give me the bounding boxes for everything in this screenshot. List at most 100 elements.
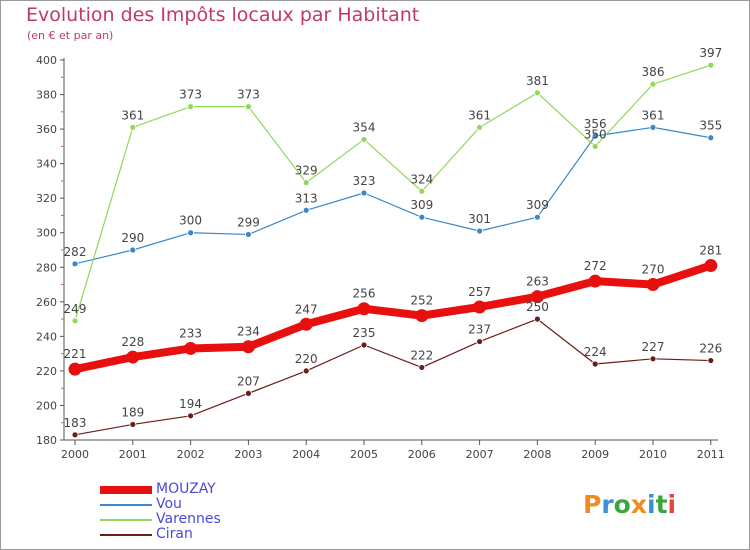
data-label-ciran: 207 xyxy=(237,374,260,388)
x-tick-label: 2011 xyxy=(697,448,725,461)
logo-letter: r xyxy=(601,490,614,519)
data-point-mouzay xyxy=(68,362,82,376)
data-point-mouzay xyxy=(704,259,718,273)
data-label-mouzay: 263 xyxy=(526,275,549,289)
data-label-mouzay: 252 xyxy=(410,294,433,308)
legend-swatch xyxy=(100,534,152,536)
data-label-ciran: 237 xyxy=(468,323,491,337)
data-point-vou xyxy=(71,260,79,268)
data-label-mouzay: 257 xyxy=(468,285,491,299)
data-label-mouzay: 233 xyxy=(179,326,202,340)
chart-subtitle: (en € et par an) xyxy=(27,29,114,42)
data-point-vou xyxy=(418,213,426,221)
data-point-vou xyxy=(187,229,195,237)
data-point-vou xyxy=(476,227,484,235)
data-point-vou xyxy=(534,213,541,221)
data-point-vou xyxy=(707,134,715,142)
legend-swatch xyxy=(100,486,152,494)
data-point-mouzay xyxy=(299,317,313,331)
legend: MOUZAY Vou Varennes Ciran xyxy=(100,481,260,543)
data-label-vou: 356 xyxy=(584,117,607,131)
data-label-vou: 309 xyxy=(410,198,433,212)
x-tick-label: 2008 xyxy=(523,448,551,461)
data-label-mouzay: 228 xyxy=(121,335,144,349)
data-point-varennes xyxy=(302,179,310,187)
data-point-mouzay xyxy=(357,302,371,316)
data-label-ciran: 250 xyxy=(526,300,549,314)
data-point-ciran xyxy=(534,315,541,323)
x-tick-label: 2001 xyxy=(119,448,147,461)
data-point-ciran xyxy=(707,357,715,364)
data-point-vou xyxy=(591,132,599,140)
data-label-varennes: 329 xyxy=(295,164,318,178)
legend-item-varennes: Varennes xyxy=(100,511,260,528)
data-label-varennes: 361 xyxy=(468,108,491,122)
data-point-varennes xyxy=(649,80,657,88)
data-label-mouzay: 256 xyxy=(353,287,376,301)
legend-label: Varennes xyxy=(156,511,221,527)
y-tick-label: 280 xyxy=(36,261,57,274)
data-label-varennes: 324 xyxy=(410,172,433,186)
data-label-vou: 299 xyxy=(237,215,260,229)
data-label-ciran: 222 xyxy=(410,348,433,362)
data-point-mouzay xyxy=(473,300,487,314)
chart-title: Evolution des Impôts locaux par Habitant xyxy=(26,4,420,26)
data-point-vou xyxy=(129,246,137,254)
legend-swatch xyxy=(100,504,152,506)
logo-letter: o xyxy=(613,490,631,519)
data-point-ciran xyxy=(187,412,195,420)
x-tick-label: 2000 xyxy=(61,448,89,461)
data-point-mouzay xyxy=(588,274,602,288)
data-label-vou: 309 xyxy=(526,198,549,212)
data-label-mouzay: 247 xyxy=(295,302,318,316)
y-tick-label: 360 xyxy=(36,123,57,136)
logo-letter: i xyxy=(647,490,656,519)
series-line-vou xyxy=(74,126,712,265)
y-tick-label: 320 xyxy=(36,192,57,205)
data-label-varennes: 361 xyxy=(121,108,144,122)
data-point-ciran xyxy=(591,360,599,368)
logo-letter: P xyxy=(583,490,602,519)
data-point-varennes xyxy=(418,187,426,195)
data-label-vou: 290 xyxy=(121,231,144,245)
series-line-ciran xyxy=(74,318,712,436)
data-label-mouzay: 270 xyxy=(642,263,665,277)
data-point-ciran xyxy=(244,389,252,397)
data-label-varennes: 386 xyxy=(642,65,665,79)
y-tick-label: 260 xyxy=(36,296,57,309)
data-label-mouzay: 281 xyxy=(699,244,722,258)
data-label-ciran: 220 xyxy=(295,352,318,366)
data-label-ciran: 194 xyxy=(179,397,202,411)
y-tick-label: 180 xyxy=(36,434,57,447)
legend-label: Ciran xyxy=(156,526,193,542)
data-point-ciran xyxy=(476,338,484,345)
data-label-varennes: 249 xyxy=(64,302,87,316)
data-point-varennes xyxy=(71,317,79,325)
data-point-mouzay xyxy=(646,278,660,292)
data-point-mouzay xyxy=(184,341,198,355)
data-point-ciran xyxy=(129,421,137,428)
data-label-vou: 361 xyxy=(642,108,665,122)
data-point-ciran xyxy=(418,364,426,371)
data-point-varennes xyxy=(244,103,252,111)
data-label-ciran: 189 xyxy=(121,405,144,419)
y-tick-label: 240 xyxy=(36,330,57,343)
data-label-vou: 282 xyxy=(64,245,87,259)
x-tick-label: 2002 xyxy=(177,448,205,461)
data-label-vou: 300 xyxy=(179,214,202,228)
data-label-varennes: 397 xyxy=(699,46,722,60)
x-tick-label: 2010 xyxy=(639,448,667,461)
legend-swatch xyxy=(100,519,152,521)
series-line-mouzay xyxy=(71,261,715,374)
proxiti-logo: Proxiti xyxy=(583,490,676,519)
data-label-mouzay: 272 xyxy=(584,259,607,273)
data-point-ciran xyxy=(649,355,657,363)
x-tick-label: 2006 xyxy=(408,448,436,461)
x-tick-label: 2005 xyxy=(350,448,378,461)
data-point-ciran xyxy=(71,431,79,439)
data-label-mouzay: 234 xyxy=(237,325,260,339)
data-point-varennes xyxy=(360,136,368,143)
data-point-varennes xyxy=(187,103,195,111)
data-label-ciran: 183 xyxy=(64,416,87,430)
